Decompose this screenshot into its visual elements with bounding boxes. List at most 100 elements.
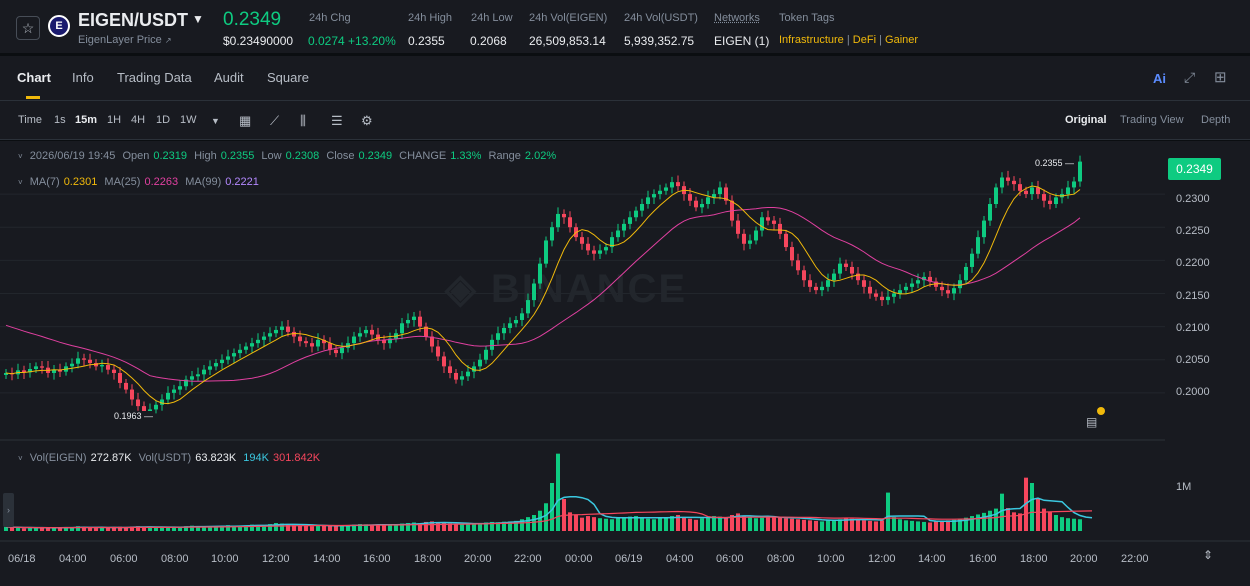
- tab-square[interactable]: Square: [267, 70, 309, 85]
- scroll-handle-icon[interactable]: ›: [3, 493, 14, 527]
- volume-bar: [628, 516, 632, 531]
- volume-bar: [1042, 508, 1046, 531]
- interval-1s[interactable]: 1s: [54, 114, 66, 126]
- volume-bar: [520, 519, 524, 531]
- candle: [550, 227, 554, 241]
- gear-icon[interactable]: ⚙: [361, 113, 373, 128]
- candle: [874, 293, 878, 297]
- interval-1d[interactable]: 1D: [156, 114, 171, 126]
- tab-trading-data[interactable]: Trading Data: [117, 70, 192, 85]
- volume-bar: [1000, 493, 1004, 531]
- candle: [406, 319, 410, 324]
- indicator-icon[interactable]: ⟋: [270, 113, 280, 128]
- volume-bar: [208, 526, 212, 531]
- calendar-icon[interactable]: ▦: [239, 113, 252, 128]
- stat-label-networks[interactable]: Networks: [714, 12, 760, 24]
- candle: [352, 336, 356, 344]
- candle: [514, 319, 518, 324]
- expand-icon[interactable]: ⤢: [1184, 69, 1196, 85]
- candle: [508, 323, 512, 328]
- candle: [82, 358, 86, 360]
- chart-toolbar: Time 1s 15m 1H 4H 1D 1W ▼ ▦ ⟋ ⫼ ☰ ⚙ Orig…: [0, 100, 1250, 140]
- candle: [478, 359, 482, 367]
- tab-chart[interactable]: Chart: [17, 70, 51, 85]
- volume-bar: [130, 526, 134, 531]
- volume-bar: [790, 518, 794, 531]
- pair-selector[interactable]: EIGEN/USDT: [78, 10, 189, 30]
- notes-icon[interactable]: ▤: [1086, 415, 1098, 429]
- candle: [742, 233, 746, 244]
- collapse-legend-icon[interactable]: ˅: [18, 152, 23, 161]
- candle: [1054, 197, 1058, 205]
- candle: [322, 339, 326, 344]
- tag-defi[interactable]: DeFi: [852, 34, 877, 46]
- x-tick: 08:00: [161, 553, 189, 565]
- volume-bar: [880, 520, 884, 531]
- candle: [190, 376, 194, 380]
- candle: [820, 286, 824, 291]
- x-tick: 06:00: [110, 553, 138, 565]
- stat-value-24h-vol-usdt: 5,939,352.75: [624, 34, 695, 48]
- view-original[interactable]: Original: [1065, 114, 1107, 126]
- settings-list-icon[interactable]: ☰: [331, 113, 343, 128]
- volume-bar: [94, 528, 98, 531]
- x-tick: 08:00: [767, 553, 795, 565]
- collapse-vol-icon[interactable]: ˅: [18, 454, 23, 463]
- layout-icon[interactable]: ⊞: [1214, 69, 1227, 86]
- chart-area[interactable]: ◈ BINANCE ˅ 2026/06/19 19:45 Open 0.2319 …: [0, 141, 1250, 586]
- x-tick: 06:00: [716, 553, 744, 565]
- stat-value-networks[interactable]: EIGEN (1): [714, 34, 770, 48]
- candle: [1030, 187, 1034, 195]
- candle: [334, 349, 338, 354]
- candle: [946, 290, 950, 294]
- candle: [790, 247, 794, 261]
- volume-bar: [1012, 512, 1016, 531]
- x-tick: 14:00: [918, 553, 946, 565]
- candle: [196, 374, 200, 377]
- candlestick-chart[interactable]: [0, 141, 1250, 586]
- ai-icon[interactable]: Ai: [1153, 71, 1166, 86]
- chevron-down-icon[interactable]: ▼: [192, 12, 204, 26]
- candle: [502, 327, 506, 334]
- volume-bar: [874, 521, 878, 531]
- candle: [646, 197, 650, 205]
- interval-1w[interactable]: 1W: [180, 114, 197, 126]
- view-depth[interactable]: Depth: [1201, 114, 1231, 126]
- candle: [238, 349, 242, 354]
- tag-infrastructure[interactable]: Infrastructure: [779, 34, 844, 46]
- volume-bar: [892, 517, 896, 531]
- volume-bar: [136, 526, 140, 531]
- tab-info[interactable]: Info: [72, 70, 94, 85]
- candle: [532, 283, 536, 301]
- volume-bar: [940, 520, 944, 531]
- volume-bar: [454, 524, 458, 531]
- volume-bar: [430, 521, 434, 531]
- interval-time[interactable]: Time: [18, 114, 43, 126]
- interval-15m[interactable]: 15m: [75, 114, 98, 126]
- volume-bar: [574, 515, 578, 531]
- collapse-ma-icon[interactable]: ˅: [18, 178, 23, 187]
- volume-bar: [988, 510, 992, 531]
- coin-price-link[interactable]: EigenLayer Price ↗: [78, 34, 172, 46]
- axis-resize-icon[interactable]: ⇕: [1202, 548, 1214, 562]
- volume-bar: [76, 526, 80, 531]
- candle: [628, 217, 632, 224]
- volume-bar: [748, 517, 752, 531]
- interval-1h[interactable]: 1H: [107, 114, 122, 126]
- candle: [766, 217, 770, 221]
- view-trading-view[interactable]: Trading View: [1120, 114, 1184, 126]
- chart-type-icon[interactable]: ⫼: [300, 113, 306, 128]
- more-intervals-icon[interactable]: ▼: [211, 116, 220, 126]
- volume-bar: [100, 527, 104, 531]
- volume-bar: [1078, 519, 1082, 531]
- volume-bar: [328, 525, 332, 531]
- interval-4h[interactable]: 4H: [131, 114, 146, 126]
- candle: [928, 276, 932, 282]
- stat-label-24h-vol-usdt: 24h Vol(USDT): [624, 12, 698, 24]
- y-tick: 0.2250: [1176, 225, 1210, 237]
- candle: [940, 286, 944, 291]
- favorite-star-icon[interactable]: ☆: [16, 16, 40, 40]
- volume-bar: [652, 519, 656, 531]
- tab-audit[interactable]: Audit: [214, 70, 244, 85]
- tag-gainer[interactable]: Gainer: [885, 34, 919, 46]
